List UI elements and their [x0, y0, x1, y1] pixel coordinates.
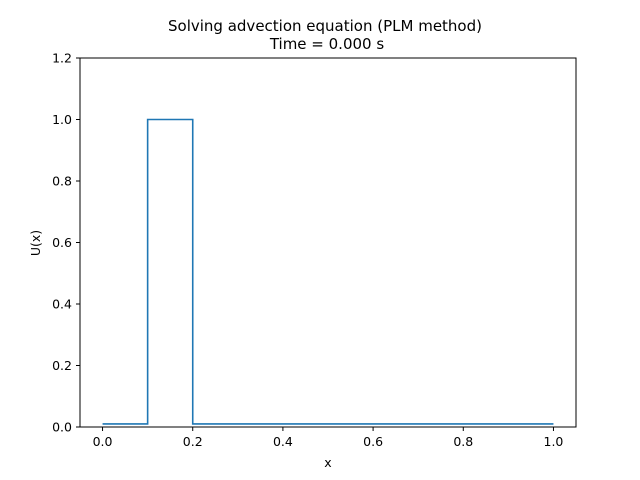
plot-frame: [79, 57, 577, 428]
y-tick-label: 1.0: [52, 112, 72, 127]
x-axis-label: x: [324, 455, 331, 470]
x-tick-label: 0.2: [183, 434, 203, 449]
x-tick-label: 1.0: [544, 434, 564, 449]
x-tick-label: 0.4: [273, 434, 293, 449]
x-axis: 0.0 0.2 0.4 0.6 0.8 1.0: [93, 427, 564, 449]
y-axis: 0.0 0.2 0.4 0.6 0.8 1.0 1.2: [52, 51, 80, 435]
x-tick-label: 0.6: [363, 434, 383, 449]
y-axis-label: U(x): [28, 230, 43, 256]
chart-title: Solving advection equation (PLM method): [168, 17, 482, 35]
y-tick-label: 0.2: [52, 358, 72, 373]
series-line-0: [102, 118, 554, 425]
y-tick-label: 0.8: [52, 174, 72, 189]
chart-subtitle: Time = 0.000 s: [269, 35, 385, 53]
y-tick-label: 0.0: [52, 420, 72, 435]
y-tick-label: 0.4: [52, 297, 72, 312]
y-tick-label: 1.2: [52, 51, 72, 66]
x-tick-label: 0.8: [453, 434, 473, 449]
y-tick-label: 0.6: [52, 235, 72, 250]
plot-area: [102, 118, 554, 425]
x-tick-label: 0.0: [93, 434, 113, 449]
